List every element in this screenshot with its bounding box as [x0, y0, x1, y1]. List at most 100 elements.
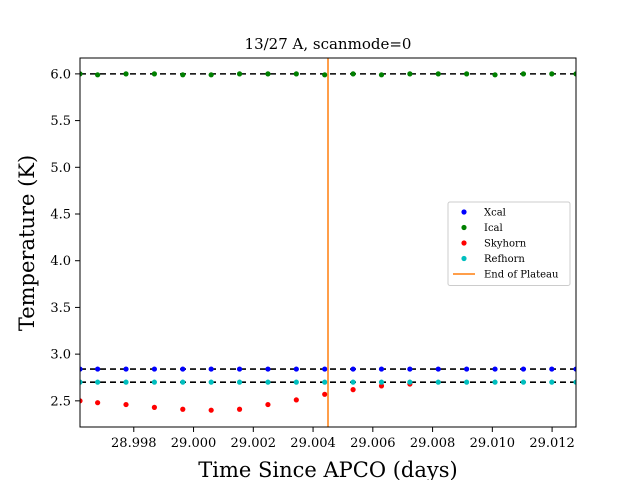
y-tick-label: 2.5 [50, 394, 71, 409]
xcal-point [435, 366, 441, 372]
ical-point [236, 71, 243, 77]
xcal-point [520, 366, 527, 372]
refhorn-point [573, 379, 576, 385]
legend-box [447, 201, 571, 286]
ical-point [549, 71, 555, 77]
refhorn-point [236, 379, 243, 385]
refhorn-point [151, 379, 157, 385]
x-tick-label: 29.000 [171, 436, 217, 451]
y-tick-label: 6.0 [50, 67, 71, 82]
refhorn-point [492, 379, 498, 385]
legend-label-refhorn: Refhorn [484, 254, 525, 265]
x-tick-label: 29.004 [290, 436, 336, 451]
y-axis-label: Temperature (K) [15, 155, 39, 331]
ical-point [350, 71, 356, 77]
skyhorn-point [322, 391, 328, 397]
legend-label-ical: Ical [484, 223, 503, 234]
refhorn-point [208, 379, 214, 385]
ical-point [95, 72, 101, 78]
legend-marker-xcal [461, 209, 467, 215]
skyhorn-point [95, 400, 101, 406]
x-tick-label: 29.010 [470, 436, 516, 451]
refhorn-point [378, 379, 385, 385]
x-tick-label: 29.006 [350, 436, 396, 451]
ical-point [435, 71, 441, 77]
ical-point [322, 72, 328, 78]
skyhorn-point [378, 383, 385, 389]
refhorn-point [520, 379, 527, 385]
y-tick-label: 4.5 [50, 208, 71, 223]
refhorn-point [464, 379, 470, 385]
xcal-point [549, 366, 555, 372]
xcal-point [322, 366, 328, 372]
ical-point [265, 71, 271, 77]
legend-label-xcal: Xcal [484, 208, 506, 219]
refhorn-point [123, 379, 129, 385]
xcal-point [95, 366, 101, 372]
ical-point [407, 71, 413, 77]
xcal-point [293, 366, 299, 372]
refhorn-point [435, 379, 441, 385]
x-tick-label: 28.998 [111, 436, 157, 451]
x-axis-label: Time Since APCO (days) [198, 458, 457, 480]
refhorn-point [180, 379, 186, 385]
skyhorn-point [265, 401, 271, 408]
refhorn-point [265, 379, 271, 385]
y-tick-label: 3.0 [50, 348, 71, 363]
plot-content [80, 58, 576, 427]
ical-point [293, 71, 299, 77]
xcal-point [350, 366, 356, 372]
ical-point [492, 72, 498, 78]
refhorn-point [293, 379, 299, 385]
xcal-point [573, 366, 576, 372]
legend-marker-refhorn [461, 255, 467, 262]
legend-marker-skyhorn [461, 240, 467, 246]
y-tick-label: 5.5 [50, 114, 71, 129]
x-tick-label: 29.012 [529, 436, 575, 451]
xcal-point [265, 366, 271, 372]
ical-point [180, 72, 186, 78]
skyhorn-point [208, 407, 214, 413]
refhorn-point [549, 379, 555, 385]
plot-area: 28.998 29.000 29.002 29.004 29.006 29.008 29.0… [50, 57, 577, 451]
xcal-point [180, 366, 186, 372]
skyhorn-point [151, 404, 157, 410]
ical-point [378, 72, 385, 78]
skyhorn-point [293, 397, 299, 403]
legend-label-end-of-plateau: End of Plateau [484, 270, 559, 281]
x-tick-label: 29.002 [231, 436, 277, 451]
refhorn-point [407, 379, 413, 385]
ical-point [573, 71, 576, 77]
refhorn-point [95, 379, 101, 385]
skyhorn-point [80, 398, 83, 404]
refhorn-point [350, 379, 356, 385]
ical-point [520, 71, 527, 77]
y-tick-label: 3.5 [50, 301, 71, 316]
ical-point [464, 71, 470, 77]
y-tick-label: 4.0 [50, 254, 71, 269]
y-tick-label: 5.0 [50, 161, 71, 176]
xcal-point [492, 366, 498, 372]
xcal-point [407, 366, 413, 372]
xcal-point [464, 366, 470, 372]
xcal-point [80, 366, 83, 372]
skyhorn-point [123, 401, 129, 408]
skyhorn-point [180, 406, 186, 412]
xcal-point [208, 366, 214, 372]
ical-point [80, 71, 83, 77]
refhorn-point [80, 379, 83, 385]
legend-marker-ical [461, 224, 467, 231]
legend: Xcal Ical Skyhorn Refhorn End of Plateau [447, 201, 571, 286]
xcal-point [151, 366, 157, 372]
xcal-point [236, 366, 243, 372]
ical-point [208, 72, 214, 78]
skyhorn-point [350, 387, 356, 393]
skyhorn-point [236, 406, 243, 412]
legend-label-skyhorn: Skyhorn [484, 239, 527, 250]
ical-point [123, 71, 129, 77]
xcal-point [123, 366, 129, 372]
chart-title: 13/27 A, scanmode=0 [245, 35, 412, 53]
x-tick-label: 29.008 [410, 436, 456, 451]
